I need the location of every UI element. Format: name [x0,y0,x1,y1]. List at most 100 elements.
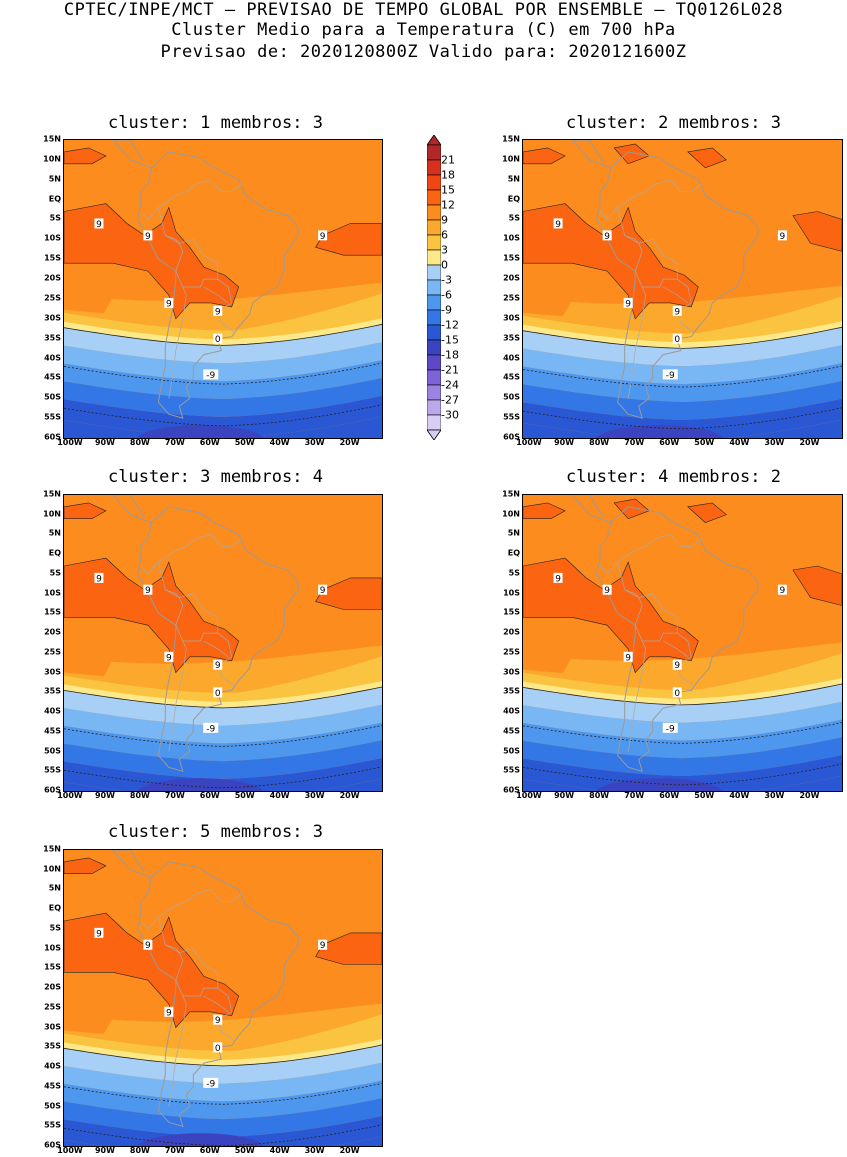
longitude-tick-label: 20W [339,791,360,800]
latitude-tick-label: 20S [44,273,61,283]
colorbar-swatch [426,294,442,311]
longitude-tick-label: 20W [339,438,360,447]
longitude-tick-label: 100W [516,791,542,800]
latitude-tick-label: 40S [44,353,61,363]
latitude-tick-label: 15N [502,134,520,144]
contour-label: 9 [777,584,787,596]
latitude-tick-label: 35S [44,1041,61,1051]
svg-text:9: 9 [625,653,631,663]
latitude-tick-label: EQ [48,903,61,913]
colorbar-swatch [426,339,442,356]
contour-label: 9 [602,584,612,596]
latitude-tick-label: 25S [503,647,520,657]
colorbar-tick-label: -21 [441,363,459,377]
longitude-axis-3: 100W 90W 80W 70W 60W 50W 40W 30W 20W [57,791,381,801]
colorbar-tick-label: 18 [441,168,455,182]
temperature-field-map: 9 9 9 9 9 0 -9 [523,140,842,438]
colorbar-swatch [426,354,442,371]
colorbar-tick-label: -30 [441,408,459,422]
latitude-tick-label: 45S [503,372,520,382]
svg-text:9: 9 [555,220,561,230]
svg-text:9: 9 [96,574,102,584]
longitude-tick-label: 30W [304,438,325,447]
map-panel-5: 9 9 9 9 9 0 -9 [63,849,383,1147]
colorbar-tick-label: -18 [441,348,459,362]
longitude-tick-label: 30W [764,791,785,800]
colorbar-tick-label: -9 [441,303,452,317]
colorbar-tick-label: 3 [441,243,448,257]
latitude-axis-3: 15N 10N 5N EQ 5S 10S 15S 20S 25S 30S 35S 40S 45S 50S 5… [33,490,61,795]
svg-text:9: 9 [555,574,561,584]
colorbar-tick-label: -6 [441,288,452,302]
latitude-tick-label: 10N [502,509,520,519]
colorbar-tick-label: -15 [441,333,459,347]
contour-label: 9 [318,584,328,596]
latitude-tick-label: 10N [43,864,61,874]
latitude-tick-label: 15N [43,134,61,144]
panel-title-2: cluster: 2 membros: 3 [566,113,781,133]
longitude-tick-label: 100W [57,438,83,447]
contour-label: 9 [94,218,104,230]
colorbar-swatch [426,159,442,176]
latitude-tick-label: 10S [503,233,520,243]
longitude-tick-label: 90W [94,438,115,447]
contour-label: -9 [203,369,219,381]
colorbar-swatch [426,204,442,221]
temperature-field-map: 9 9 9 9 9 0 -9 [64,140,382,438]
latitude-tick-label: 15S [503,253,520,263]
longitude-tick-label: 50W [234,438,255,447]
colorbar-swatch [426,324,442,341]
colorbar-swatch [426,309,442,326]
longitude-axis-1: 100W 90W 80W 70W 60W 50W 40W 30W 20W [57,438,381,448]
colorbar-swatch [426,399,442,416]
latitude-tick-label: 10N [43,509,61,519]
colorbar-scale [426,134,442,441]
latitude-tick-label: EQ [507,194,520,204]
svg-text:0: 0 [674,335,680,345]
contour-label: 9 [623,651,633,663]
panel-title-3: cluster: 3 membros: 4 [108,467,323,487]
svg-text:9: 9 [625,299,631,309]
latitude-tick-label: 25S [503,293,520,303]
svg-text:0: 0 [215,1044,221,1054]
latitude-tick-label: 45S [44,726,61,736]
latitude-tick-label: 15S [44,253,61,263]
contour-label: 0 [213,333,223,345]
latitude-tick-label: 60S [503,432,520,442]
longitude-tick-label: 50W [234,1146,255,1155]
colorbar-legend: 21 18 15 12 9 6 3 0 -3 -6 -9 -12 -15 -18 -21 -24 -27 -30 [426,134,487,441]
longitude-tick-label: 70W [164,791,185,800]
latitude-tick-label: 60S [503,785,520,795]
svg-text:9: 9 [674,307,680,317]
latitude-tick-label: 55S [44,412,61,422]
longitude-tick-label: 70W [624,791,645,800]
svg-text:0: 0 [674,689,680,699]
latitude-axis-1: 15N 10N 5N EQ 5S 10S 15S 20S 25S 30S 35S 40S 45S 50S 5… [33,135,61,442]
panel-title-5: cluster: 5 membros: 3 [108,822,323,842]
svg-text:9: 9 [166,299,172,309]
panel-title-4: cluster: 4 membros: 2 [566,467,781,487]
contour-label: -9 [662,722,678,734]
contour-label: 0 [672,333,682,345]
latitude-tick-label: 45S [44,1081,61,1091]
temperature-field-map: 9 9 9 9 9 0 -9 [64,850,382,1146]
longitude-tick-label: 80W [129,791,150,800]
longitude-tick-label: 20W [799,438,820,447]
latitude-axis-4: 15N 10N 5N EQ 5S 10S 15S 20S 25S 30S 35S 40S 45S 50S 5… [492,490,520,795]
latitude-tick-label: 40S [44,706,61,716]
latitude-tick-label: 20S [44,982,61,992]
latitude-tick-label: 15S [503,607,520,617]
longitude-tick-label: 40W [729,791,750,800]
colorbar-swatch [426,264,442,281]
longitude-tick-label: 20W [799,791,820,800]
map-panel-3: 9 9 9 9 9 0 -9 [63,494,383,792]
latitude-tick-label: 10N [502,154,520,164]
contour-label: 9 [672,305,682,317]
longitude-tick-label: 80W [129,1146,150,1155]
temperature-field-map: 9 9 9 9 9 0 -9 [64,495,382,791]
latitude-tick-label: 15N [502,489,520,499]
longitude-tick-label: 100W [57,791,83,800]
svg-text:0: 0 [215,335,221,345]
longitude-tick-label: 100W [57,1146,83,1155]
latitude-tick-label: EQ [507,548,520,558]
